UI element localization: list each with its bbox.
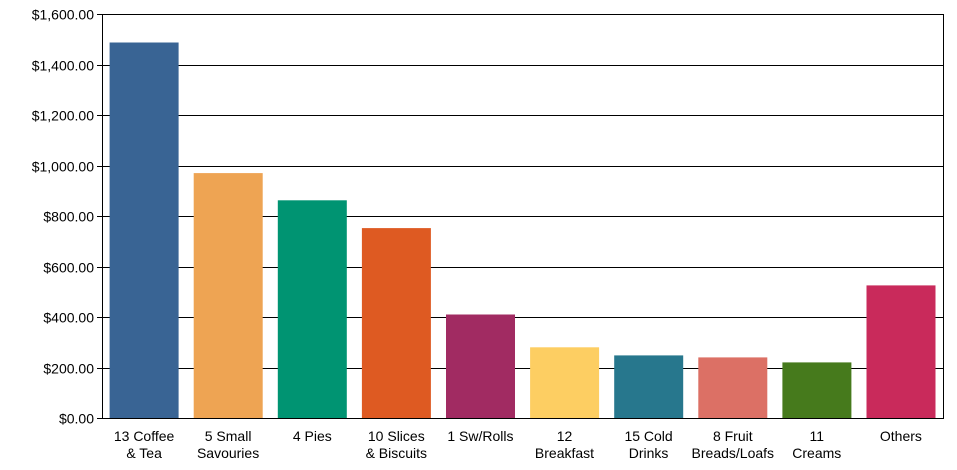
bar	[109, 42, 179, 418]
bar	[361, 228, 431, 418]
y-axis-ticks: $0.00 $200.00 $400.00 $600.00 $800.00 $1,000.…	[32, 7, 102, 427]
y-tick-label: $1,600.00	[32, 7, 94, 23]
plot-area-border	[102, 14, 944, 419]
y-tick-label: $0.00	[59, 411, 94, 427]
bars	[109, 42, 936, 418]
bar	[698, 357, 768, 418]
x-tick-label: Others	[880, 428, 922, 444]
x-tick-label: 11 Creams	[792, 428, 841, 461]
x-tick-label: 13 Coffee & Tea	[114, 428, 175, 461]
x-tick-label: 12 Breakfast	[535, 428, 594, 461]
x-tick-label: 1 Sw/Rolls	[447, 428, 513, 444]
bar	[866, 285, 936, 418]
x-tick-label: 15 Cold Drinks	[624, 428, 672, 461]
x-tick-label: 8 Fruit Breads/Loafs	[692, 428, 775, 461]
x-tick-label: 4 Pies	[293, 428, 332, 444]
bar	[193, 173, 263, 418]
bar	[614, 355, 684, 418]
x-tick-label: 10 Slices & Biscuits	[366, 428, 427, 461]
y-tick-label: $1,000.00	[32, 159, 94, 175]
y-tick-label: $600.00	[43, 260, 94, 276]
bar	[277, 200, 347, 418]
y-tick-label: $800.00	[43, 209, 94, 225]
x-axis-ticks: 13 Coffee & Tea 5 Small Savouries 4 Pies 10 S…	[114, 428, 922, 461]
y-tick-label: $400.00	[43, 310, 94, 326]
bar	[446, 314, 515, 418]
y-tick-label: $200.00	[43, 361, 94, 377]
bar	[782, 362, 852, 418]
y-tick-label: $1,400.00	[32, 58, 94, 74]
y-tick-label: $1,200.00	[32, 108, 94, 124]
x-tick-label: 5 Small Savouries	[197, 428, 259, 461]
bar	[530, 347, 600, 418]
